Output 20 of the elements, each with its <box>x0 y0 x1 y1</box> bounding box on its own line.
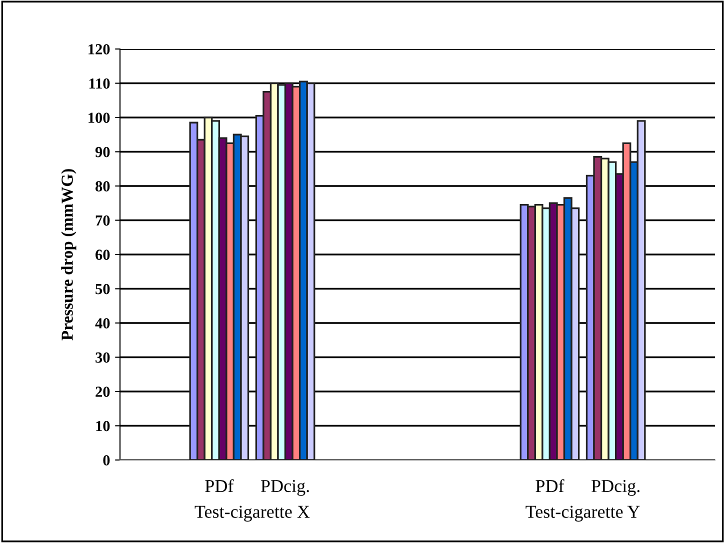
y-tick-label: 20 <box>96 386 110 397</box>
y-tick-label: 40 <box>95 318 110 328</box>
y-tick-label: 80 <box>96 181 110 192</box>
y-tick-label: 10 <box>96 420 110 432</box>
y-tick-label: 110 <box>89 78 110 89</box>
x-tick-label: PDf <box>536 479 564 492</box>
y-tick-label: 60 <box>96 250 110 260</box>
y-tick-label: 0 <box>103 455 110 466</box>
y-tick-label: 100 <box>88 112 110 123</box>
text: Test-cigarette Y <box>526 506 640 522</box>
x-tick-label: PDcig. <box>592 480 640 496</box>
y-tick-label: 70 <box>96 215 110 226</box>
y-tick-label: 90 <box>95 146 110 158</box>
y-tick-label: 50 <box>96 284 110 294</box>
y-tick-label: 120 <box>88 44 110 54</box>
x-tick-label: PDf <box>205 479 234 492</box>
y-axis-title: Pressure drop (mmWG) <box>61 169 76 340</box>
y-tick-label: 30 <box>96 352 110 363</box>
x-tick-label: PDcig. <box>260 480 309 496</box>
text: Test-cigarette X <box>194 506 310 522</box>
